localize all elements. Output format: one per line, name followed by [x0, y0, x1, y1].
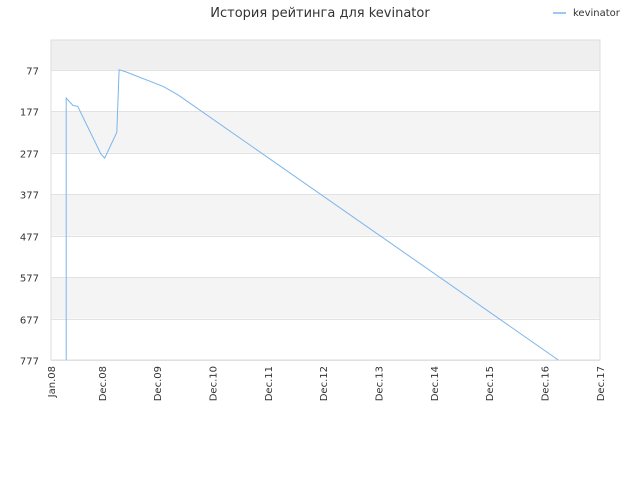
x-tick: Dec.15	[485, 366, 496, 401]
x-tick-label: Dec.13	[375, 366, 386, 401]
x-tick-label: Jan.08	[47, 366, 58, 398]
legend-item-kevinator[interactable]: kevinator	[573, 8, 621, 19]
grid-lines	[51, 70, 600, 361]
plot-area-border	[50, 39, 601, 361]
y-tick-label: 677	[20, 316, 39, 327]
x-tick: Dec.10	[208, 366, 219, 401]
x-tick-label: Dec.17	[596, 366, 607, 401]
series-line-kevinator	[65, 69, 559, 360]
plot-band	[51, 277, 600, 319]
x-tick: Dec.09	[153, 366, 164, 401]
x-tick-label: Dec.08	[98, 366, 109, 401]
y-tick-label: 177	[20, 108, 39, 119]
x-tick: Dec.13	[375, 366, 386, 401]
x-tick-label: Dec.15	[485, 366, 496, 401]
x-tick: Dec.14	[430, 366, 441, 401]
y-axis-labels: 77 177 277 377 477 577 677 777	[20, 67, 39, 368]
series-layer	[65, 69, 559, 360]
plot-band	[51, 111, 600, 153]
x-tick-label: Dec.09	[153, 366, 164, 401]
x-tick: Jan.08	[47, 366, 58, 398]
x-tick-label: Dec.11	[264, 366, 275, 401]
chart-title: История рейтинга для kevinator	[210, 6, 430, 21]
plot-band	[51, 40, 600, 70]
x-tick: Dec.11	[264, 366, 275, 401]
x-tick: Dec.12	[319, 366, 330, 401]
y-tick-label: 577	[20, 274, 39, 285]
plot-bands	[51, 40, 600, 319]
plot-band	[51, 194, 600, 236]
x-tick: Dec.17	[596, 366, 607, 401]
legend[interactable]: kevinator	[553, 8, 621, 19]
y-tick-label: 477	[20, 233, 39, 244]
y-tick-label: 377	[20, 191, 39, 202]
x-axis-labels: Jan.08 Dec.08 Dec.09 Dec.10 Dec.11 Dec.12 Dec.…	[47, 366, 607, 401]
x-tick-label: Dec.14	[430, 366, 441, 401]
x-tick-label: Dec.16	[541, 366, 552, 401]
x-tick: Dec.08	[98, 366, 109, 401]
x-tick: Dec.16	[541, 366, 552, 401]
y-tick-label: 77	[26, 67, 39, 78]
x-tick-label: Dec.10	[208, 366, 219, 401]
y-tick-label: 777	[20, 357, 39, 368]
y-tick-label: 277	[20, 150, 39, 161]
x-tick-label: Dec.12	[319, 366, 330, 401]
